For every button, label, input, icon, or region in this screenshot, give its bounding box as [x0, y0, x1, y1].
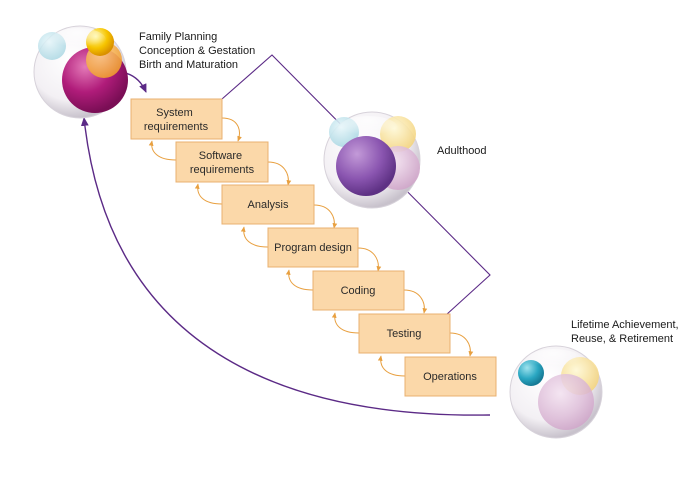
step-operations: Operations	[404, 356, 497, 397]
step-label-line-1: Software	[199, 150, 242, 162]
adulthood-sphere	[323, 111, 421, 209]
step-testing: Testing	[358, 313, 451, 354]
step-label: Program design	[274, 242, 352, 254]
retirement-label-line-2: Reuse, & Retirement	[571, 333, 673, 345]
birth-sphere	[33, 25, 128, 119]
waterfall-connectors	[148, 117, 474, 377]
step-analysis: Analysis	[221, 184, 315, 225]
back-arrow-6	[377, 355, 406, 377]
step-label: System requirements	[144, 107, 209, 133]
step-label: Software requirements	[190, 150, 255, 176]
birth-label-line-2: Conception & Gestation	[139, 45, 255, 57]
retirement-label-line-1: Lifetime Achievement,	[571, 319, 679, 331]
back-arrow-5	[331, 312, 360, 334]
birth-stage-label: Family Planning Conception & Gestation B…	[139, 31, 258, 71]
forward-arrow-1	[221, 117, 242, 142]
back-arrow-3	[240, 226, 269, 248]
forward-arrow-5	[403, 289, 428, 314]
step-label-line-2: requirements	[190, 164, 255, 176]
forward-arrow-2	[267, 161, 292, 186]
step-label: Operations	[423, 371, 477, 383]
step-label: Testing	[387, 328, 422, 340]
birth-label-line-3: Birth and Maturation	[139, 59, 238, 71]
back-arrow-1	[148, 140, 177, 161]
step-program-design: Program design	[267, 227, 359, 268]
retirement-stage-label: Lifetime Achievement, Reuse, & Retiremen…	[571, 319, 680, 345]
step-label: Analysis	[248, 199, 289, 211]
step-label-line-2: requirements	[144, 121, 209, 133]
forward-arrow-6	[449, 332, 474, 357]
birth-label-line-1: Family Planning	[139, 31, 217, 43]
step-system-requirements: System requirements	[130, 98, 223, 140]
forward-arrow-4	[357, 247, 382, 272]
retirement-feedback-arc	[80, 117, 491, 416]
retirement-sphere	[509, 345, 603, 439]
step-label-line-1: System	[156, 107, 193, 119]
adulthood-stage-label: Adulthood	[437, 145, 487, 157]
back-arrow-4	[285, 269, 314, 291]
step-label: Coding	[341, 285, 376, 297]
step-coding: Coding	[312, 270, 405, 311]
back-arrow-2	[194, 183, 223, 205]
forward-arrow-3	[313, 204, 338, 229]
step-software-requirements: Software requirements	[175, 141, 269, 183]
